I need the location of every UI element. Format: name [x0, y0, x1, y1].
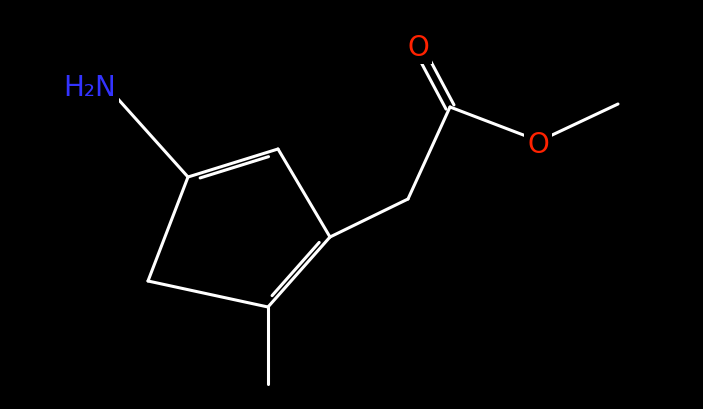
Text: H₂N: H₂N	[64, 74, 117, 102]
Text: O: O	[527, 131, 549, 159]
Text: O: O	[407, 34, 429, 62]
